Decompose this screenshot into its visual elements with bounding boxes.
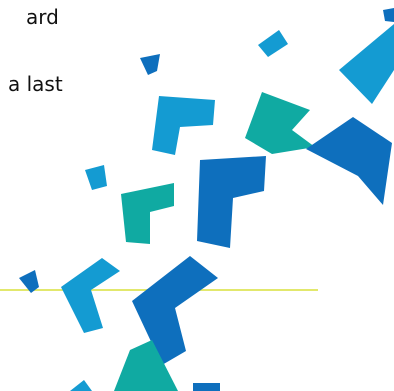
body-text-line-2: a last (8, 72, 63, 96)
body-text-line-1: ard (26, 5, 59, 29)
teal-chevron-mid (121, 183, 174, 244)
small-square-left (140, 54, 160, 75)
teal-chevron-upper (245, 92, 315, 154)
light-chevron-lower (61, 258, 120, 333)
small-dark-square (19, 270, 39, 293)
dark-chevron-mid (197, 156, 266, 248)
teal-chevron-bottom (114, 340, 178, 391)
light-chevron-mid (152, 96, 215, 155)
small-square-mid (85, 165, 107, 190)
chevron-upper-right (339, 24, 394, 104)
diamond-upper (258, 30, 288, 57)
small-square-top (383, 8, 394, 22)
dark-square-bottom (193, 383, 220, 391)
dark-chevron-right (306, 117, 392, 205)
light-square-bottom (70, 380, 92, 391)
dark-chevron-lower (132, 256, 218, 365)
